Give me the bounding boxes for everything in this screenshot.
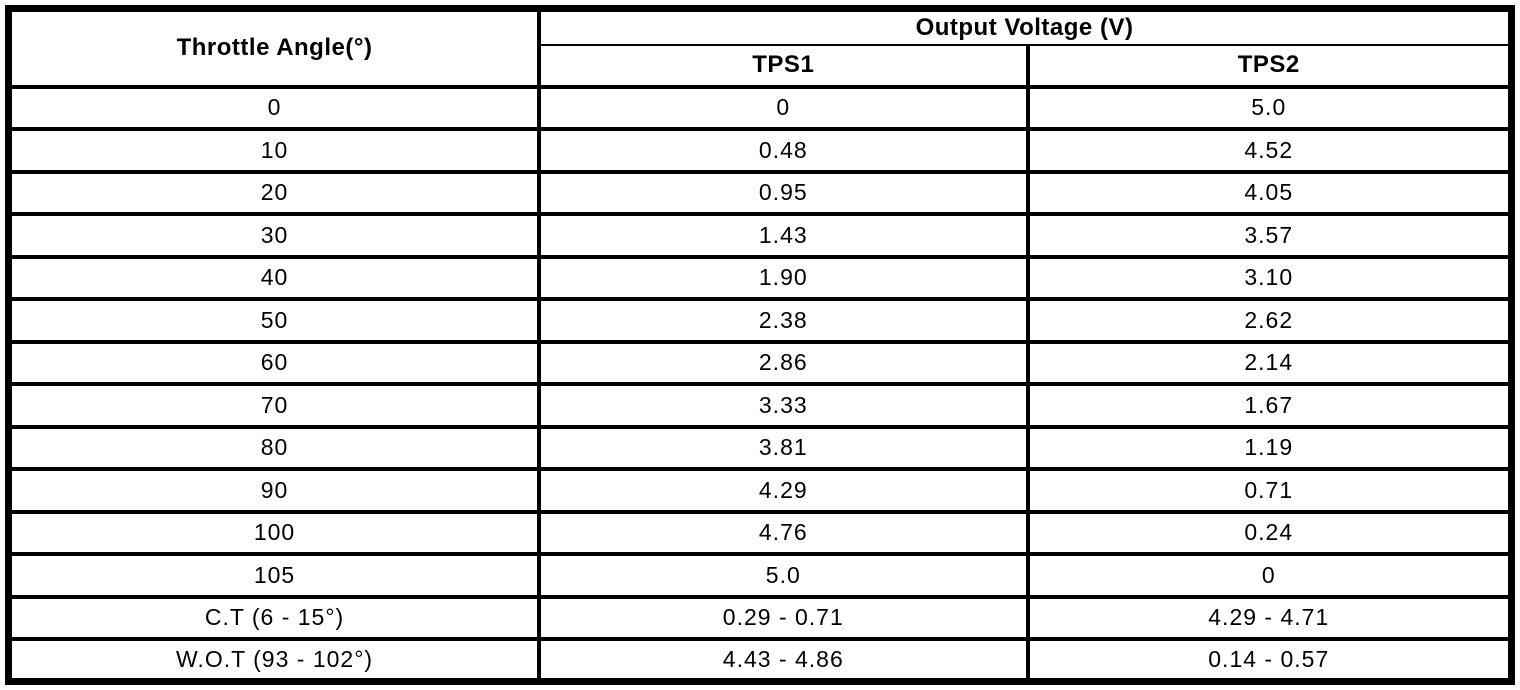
table-row: 50 2.38 2.62 (6, 297, 1514, 344)
angle-cell: 0 (6, 84, 542, 131)
tps1-cell: 0 (537, 84, 1030, 131)
tps1-cell: 0.95 (537, 169, 1030, 216)
table-row: 40 1.90 3.10 (6, 254, 1514, 301)
tps1-cell: 1.90 (537, 254, 1030, 301)
angle-cell: 20 (6, 169, 542, 216)
table-row: 100 4.76 0.24 (6, 509, 1514, 556)
table-row: 105 5.0 0 (6, 552, 1514, 599)
table-row: 70 3.33 1.67 (6, 382, 1514, 429)
tps2-cell: 5.0 (1025, 84, 1514, 131)
tps2-cell: 4.29 - 4.71 (1025, 594, 1514, 641)
tps1-cell: 2.38 (537, 297, 1030, 344)
angle-cell: C.T (6 - 15°) (6, 594, 542, 641)
angle-cell: 10 (6, 127, 542, 174)
table-row: W.O.T (93 - 102°) 4.43 - 4.86 0.14 - 0.5… (6, 637, 1514, 684)
tps1-cell: 3.81 (537, 424, 1030, 471)
tps2-cell: 0.24 (1025, 509, 1514, 556)
table-row: 10 0.48 4.52 (6, 127, 1514, 174)
tps2-cell: 4.52 (1025, 127, 1514, 174)
tps1-cell: 0.48 (537, 127, 1030, 174)
tps1-header-cell: TPS1 (537, 43, 1030, 89)
angle-cell: 40 (6, 254, 542, 301)
tps1-cell: 4.43 - 4.86 (537, 637, 1030, 684)
tps2-cell: 4.05 (1025, 169, 1514, 216)
tps2-cell: 2.62 (1025, 297, 1514, 344)
table-row: 30 1.43 3.57 (6, 212, 1514, 259)
angle-cell: 60 (6, 339, 542, 386)
angle-cell: 100 (6, 509, 542, 556)
tps2-cell: 1.67 (1025, 382, 1514, 429)
angle-cell: 50 (6, 297, 542, 344)
angle-cell: W.O.T (93 - 102°) (6, 637, 542, 684)
angle-cell: 30 (6, 212, 542, 259)
tps1-cell: 1.43 (537, 212, 1030, 259)
angle-cell: 80 (6, 424, 542, 471)
tps2-cell: 0 (1025, 552, 1514, 599)
output-voltage-header-cell: Output Voltage (V) (537, 6, 1514, 46)
tps2-cell: 2.14 (1025, 339, 1514, 386)
tps1-cell: 5.0 (537, 552, 1030, 599)
table-row: 90 4.29 0.71 (6, 467, 1514, 514)
tps-output-voltage-table: Throttle Angle(°) Output Voltage (V) TPS… (5, 5, 1515, 685)
table-row: 0 0 5.0 (6, 84, 1514, 131)
tps1-cell: 0.29 - 0.71 (537, 594, 1030, 641)
tps1-cell: 4.76 (537, 509, 1030, 556)
table-row: 80 3.81 1.19 (6, 424, 1514, 471)
tps1-cell: 3.33 (537, 382, 1030, 429)
table-container: Throttle Angle(°) Output Voltage (V) TPS… (5, 5, 1515, 685)
tps2-cell: 3.57 (1025, 212, 1514, 259)
tps2-cell: 0.71 (1025, 467, 1514, 514)
table-row: 60 2.86 2.14 (6, 339, 1514, 386)
angle-cell: 105 (6, 552, 542, 599)
table-row: 20 0.95 4.05 (6, 169, 1514, 216)
table-row: C.T (6 - 15°) 0.29 - 0.71 4.29 - 4.71 (6, 594, 1514, 641)
tps2-cell: 3.10 (1025, 254, 1514, 301)
tps2-cell: 0.14 - 0.57 (1025, 637, 1514, 684)
angle-cell: 90 (6, 467, 542, 514)
tps1-cell: 4.29 (537, 467, 1030, 514)
tps2-header-cell: TPS2 (1025, 43, 1514, 89)
header-row-group: Throttle Angle(°) Output Voltage (V) (6, 6, 1514, 89)
tps1-cell: 2.86 (537, 339, 1030, 386)
throttle-angle-header-cell: Throttle Angle(°) (6, 6, 542, 89)
angle-cell: 70 (6, 382, 542, 429)
tps2-cell: 1.19 (1025, 424, 1514, 471)
header-row-sub: TPS1 TPS2 (9, 43, 1514, 89)
